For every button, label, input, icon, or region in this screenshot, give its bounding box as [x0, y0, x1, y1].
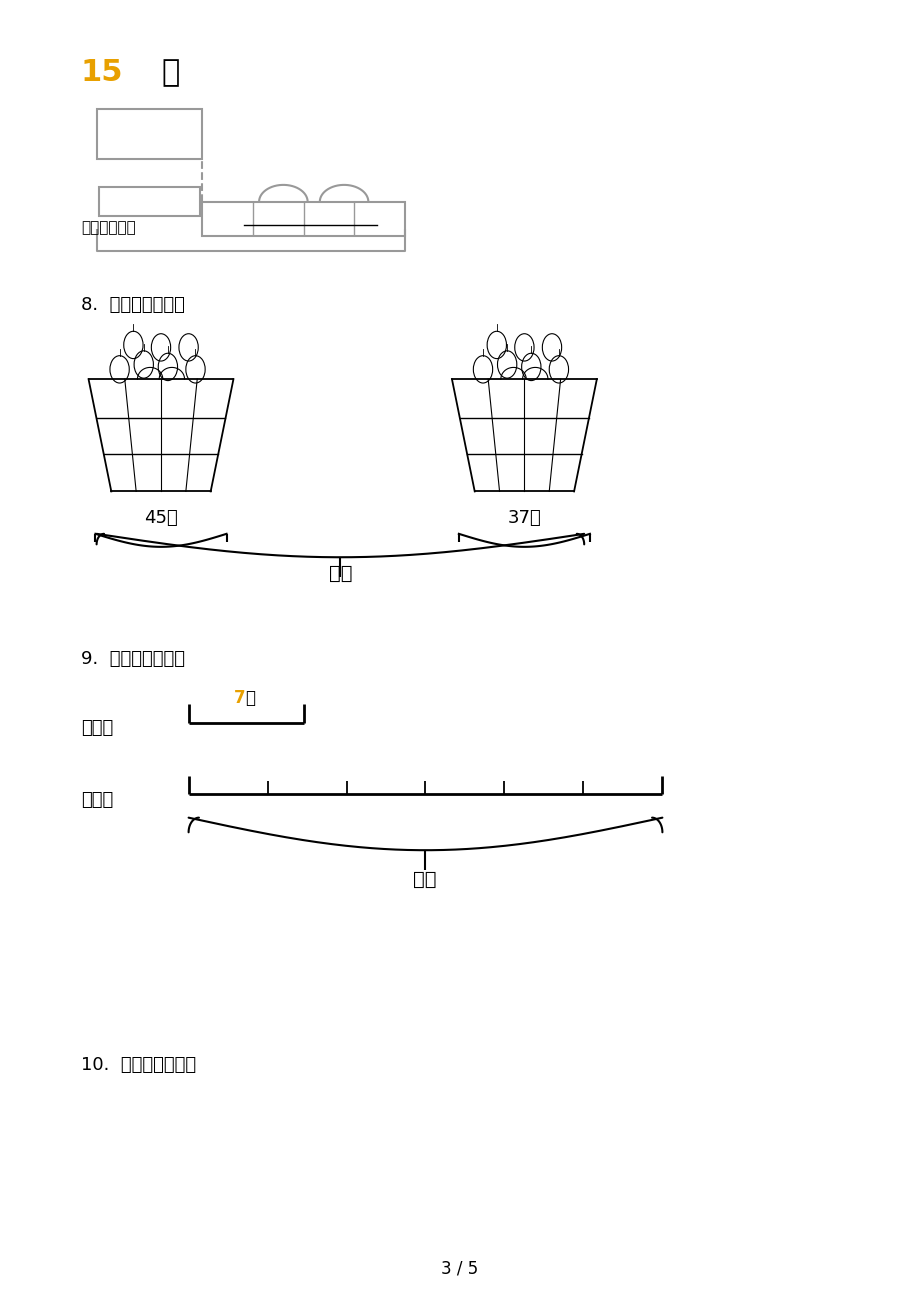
Text: 列式计算。：: 列式计算。：: [81, 220, 136, 234]
Text: 支: 支: [245, 689, 255, 707]
Text: 铅笔：: 铅笔：: [81, 719, 113, 737]
Text: ？个: ？个: [328, 564, 352, 583]
Text: 3 / 5: 3 / 5: [441, 1259, 478, 1277]
Text: 15: 15: [81, 57, 123, 87]
Text: 钢笔：: 钢笔：: [81, 790, 113, 809]
Text: 37个: 37个: [507, 509, 540, 527]
Text: 7: 7: [233, 689, 245, 707]
Bar: [96, 109, 202, 159]
Bar: [202, 202, 404, 236]
Text: 只: 只: [161, 57, 179, 87]
Text: ？支: ？支: [413, 870, 437, 889]
Text: 10.  看图列式计算。: 10. 看图列式计算。: [81, 1056, 196, 1074]
Text: 8.  看图列式计算。: 8. 看图列式计算。: [81, 296, 185, 314]
Text: 45个: 45个: [144, 509, 177, 527]
Bar: [99, 187, 199, 216]
Text: 9.  看图列式计算。: 9. 看图列式计算。: [81, 650, 185, 668]
